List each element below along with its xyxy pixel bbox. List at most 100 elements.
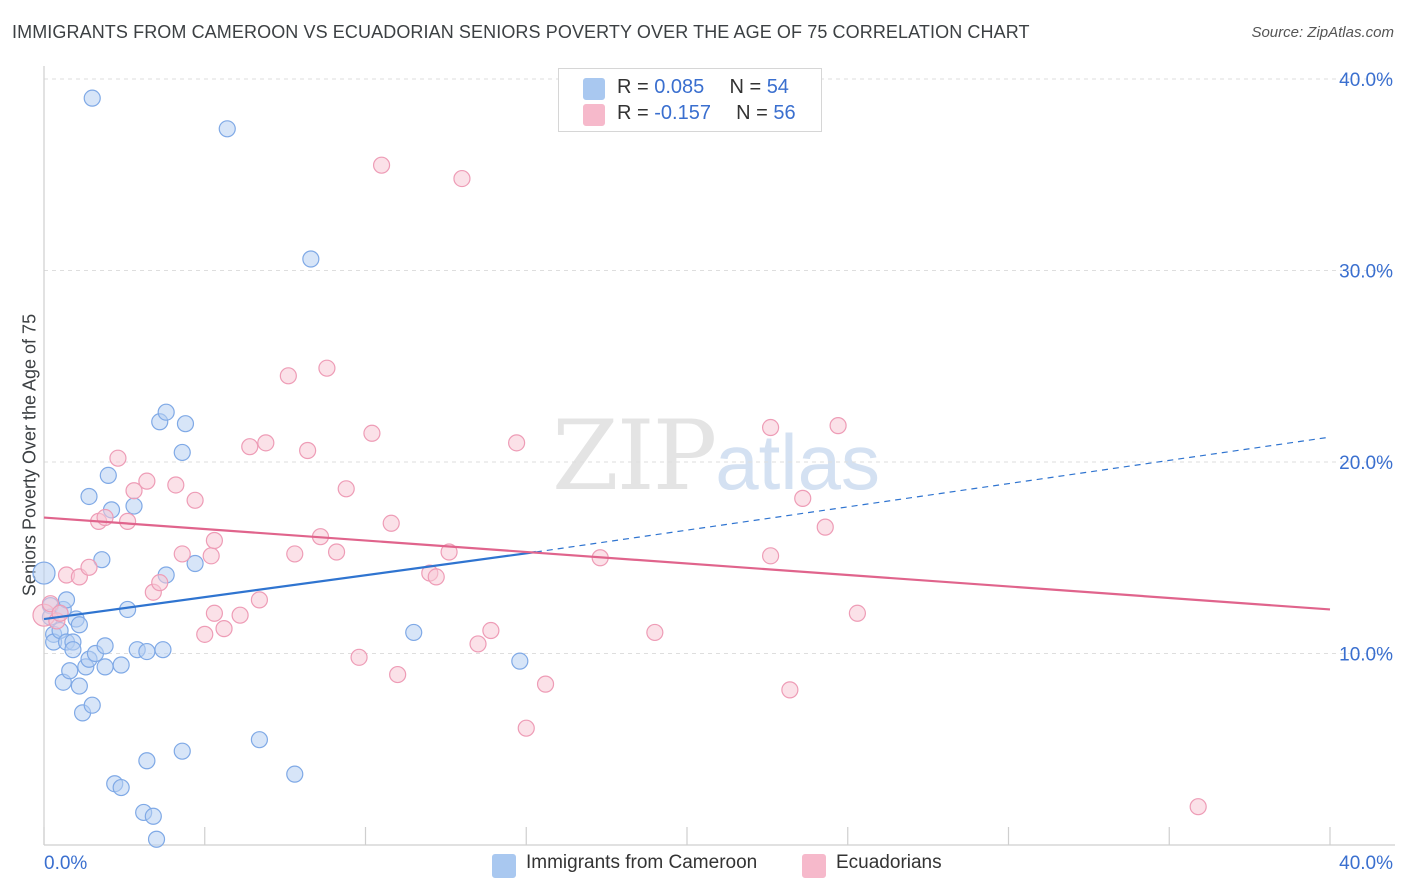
point-cameroon — [173, 443, 191, 462]
point-cameroon — [302, 250, 320, 268]
point-ecuadorians — [761, 418, 780, 437]
legend-swatch-ecuadorians — [802, 854, 826, 878]
n-value: 54 — [766, 76, 789, 98]
point-ecuadorians — [125, 482, 143, 500]
point-cameroon — [93, 551, 111, 569]
point-cameroon — [96, 637, 114, 655]
point-ecuadorians — [794, 489, 812, 507]
r-value: 0.085 — [654, 76, 705, 98]
point-ecuadorians — [241, 438, 259, 456]
point-cameroon — [83, 696, 101, 714]
point-ecuadorians — [536, 675, 555, 693]
point-cameroon — [70, 677, 88, 695]
stats-legend: R = 0.085 N = 54 R = -0.157 N = 56 — [558, 68, 822, 132]
point-ecuadorians — [469, 635, 487, 653]
point-cameroon — [99, 466, 117, 485]
point-cameroon — [218, 120, 236, 138]
y-tick-label: 30.0% — [1339, 262, 1393, 283]
y-tick-label: 10.0% — [1339, 645, 1393, 666]
point-ecuadorians — [372, 156, 391, 174]
point-ecuadorians — [453, 169, 471, 188]
point-cameroon — [405, 623, 423, 642]
n-label: N = — [729, 76, 767, 98]
point-ecuadorians — [427, 568, 445, 586]
watermark-zip: ZIP — [552, 400, 717, 512]
point-ecuadorians — [761, 547, 780, 565]
point-ecuadorians — [215, 620, 233, 638]
trendline-cameroon-extension — [535, 436, 1331, 553]
point-ecuadorians — [250, 591, 269, 609]
n-label: N = — [736, 102, 774, 124]
point-ecuadorians — [508, 434, 526, 452]
point-cameroon — [286, 765, 304, 783]
point-ecuadorians — [167, 476, 185, 494]
point-cameroon — [173, 742, 191, 760]
point-ecuadorians — [327, 543, 346, 561]
point-cameroon — [32, 561, 56, 585]
point-ecuadorians — [80, 558, 98, 576]
point-cameroon — [80, 487, 98, 506]
n-value: 56 — [773, 102, 796, 124]
point-ecuadorians — [205, 531, 223, 550]
point-ecuadorians — [389, 665, 407, 684]
point-ecuadorians — [517, 719, 535, 737]
point-ecuadorians — [109, 449, 127, 467]
y-tick-label: 20.0% — [1339, 453, 1393, 474]
trendline-ecuadorians — [43, 516, 1331, 611]
point-ecuadorians — [816, 518, 834, 536]
point-cameroon — [70, 616, 88, 634]
point-ecuadorians — [350, 648, 368, 666]
point-cameroon — [96, 658, 114, 676]
point-ecuadorians — [202, 547, 220, 565]
point-ecuadorians — [482, 621, 500, 640]
point-cameroon — [61, 662, 79, 680]
point-ecuadorians — [231, 606, 249, 624]
point-ecuadorians — [646, 623, 664, 642]
legend-label-cameroon: Immigrants from Cameroon — [526, 852, 758, 873]
point-cameroon — [112, 778, 130, 797]
x-tick-label: 40.0% — [1339, 853, 1393, 874]
point-ecuadorians — [299, 441, 317, 460]
point-cameroon — [250, 731, 269, 749]
y-tick-label: 40.0% — [1339, 70, 1393, 91]
point-ecuadorians — [205, 604, 223, 622]
point-cameroon — [144, 807, 162, 825]
point-cameroon — [83, 89, 101, 107]
point-ecuadorians — [279, 367, 297, 385]
point-cameroon — [112, 656, 130, 674]
chart-title: IMMIGRANTS FROM CAMEROON VS ECUADORIAN S… — [12, 22, 1030, 42]
point-cameroon — [157, 403, 175, 421]
point-ecuadorians — [151, 574, 169, 592]
point-ecuadorians — [363, 424, 381, 442]
source-label: Source: ZipAtlas.com — [1251, 24, 1394, 41]
point-ecuadorians — [318, 359, 336, 377]
r-label: R = — [617, 76, 655, 98]
legend-label-ecuadorians: Ecuadorians — [836, 852, 942, 873]
point-cameroon — [154, 641, 172, 659]
point-ecuadorians — [382, 514, 400, 532]
point-ecuadorians — [337, 480, 355, 498]
trendline-cameroon — [43, 550, 537, 621]
point-ecuadorians — [173, 545, 191, 563]
point-ecuadorians — [1189, 798, 1207, 816]
point-cameroon — [186, 554, 204, 573]
point-ecuadorians — [440, 543, 458, 561]
r-label: R = — [617, 102, 655, 124]
x-tick-label: 0.0% — [44, 853, 87, 874]
point-cameroon — [125, 497, 143, 515]
r-value: -0.157 — [654, 102, 711, 124]
point-ecuadorians — [257, 434, 275, 452]
point-ecuadorians — [138, 472, 156, 490]
point-cameroon — [511, 652, 529, 670]
point-ecuadorians — [286, 545, 304, 563]
point-ecuadorians — [848, 604, 866, 622]
point-ecuadorians — [118, 512, 137, 530]
point-cameroon — [138, 642, 156, 661]
point-ecuadorians — [51, 604, 69, 622]
legend-swatch-cameroon — [492, 854, 516, 878]
legend-swatch-ecuadorians — [583, 104, 605, 126]
point-ecuadorians — [829, 417, 847, 435]
point-ecuadorians — [186, 491, 204, 509]
point-cameroon — [176, 415, 195, 433]
